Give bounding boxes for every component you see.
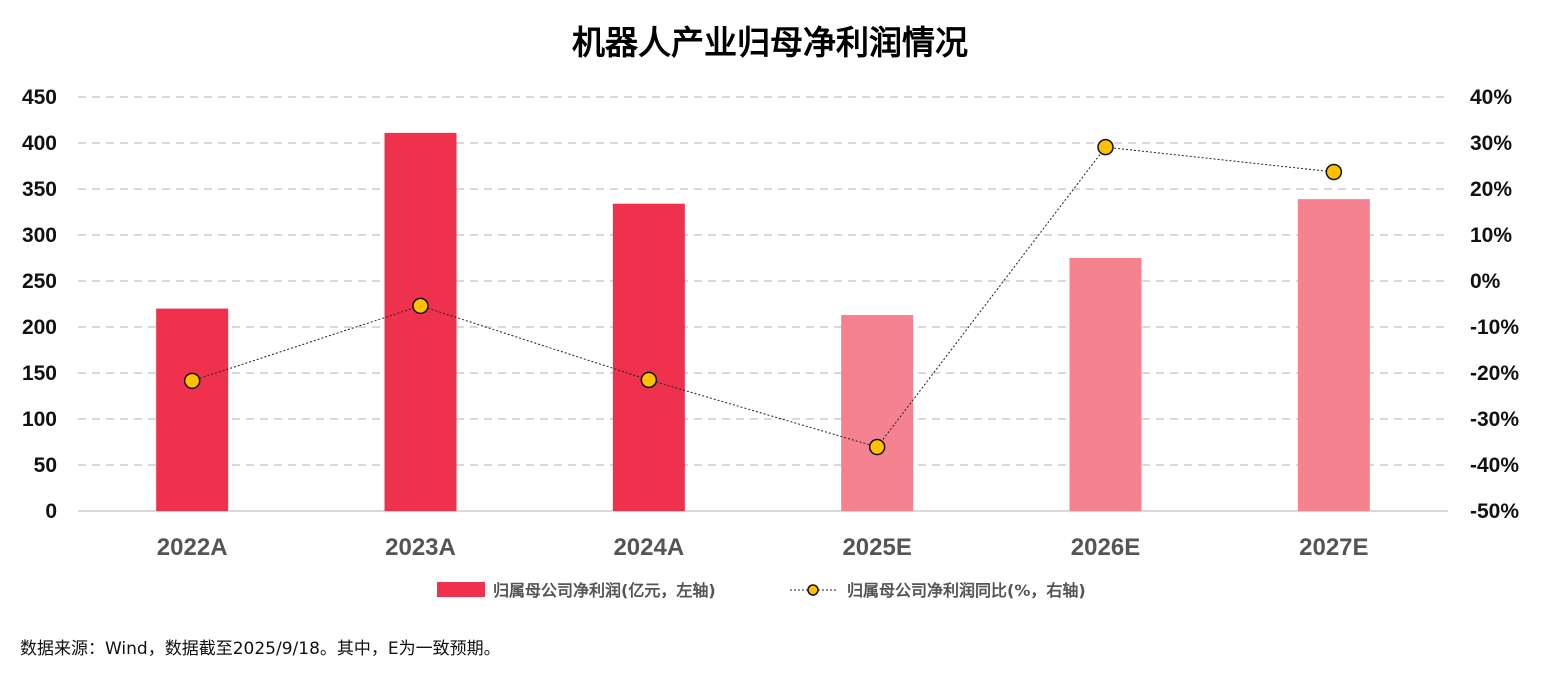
- legend-bar-swatch: [437, 582, 485, 597]
- left-tick-label: 0: [45, 500, 57, 523]
- left-tick-label: 400: [22, 132, 57, 155]
- legend-item-line: 归属母公司净利润同比(%，右轴): [790, 581, 1086, 600]
- left-tick-label: 200: [22, 316, 57, 339]
- right-tick-label: -40%: [1470, 454, 1519, 477]
- legend-bar-label: 归属母公司净利润(亿元，左轴): [493, 581, 716, 600]
- legend-item-bar: 归属母公司净利润(亿元，左轴): [437, 581, 716, 600]
- left-tick-label: 250: [22, 270, 57, 293]
- growth-line: [192, 146, 1334, 448]
- chart-title: 机器人产业归母净利润情况: [572, 23, 968, 62]
- line-point: [1325, 163, 1343, 181]
- line-point: [412, 297, 429, 315]
- x-tick-label: 2025E: [842, 534, 911, 561]
- x-tick-label: 2024A: [613, 534, 684, 561]
- right-axis: -50% -40% -30% -20% -10% 0% 10% 20% 30% 40%: [1470, 86, 1519, 523]
- gridlines: [78, 96, 1448, 512]
- right-tick-label: -20%: [1470, 362, 1519, 385]
- x-axis: 2022A 2023A 2024A 2025E 2026E 2027E: [157, 534, 1369, 561]
- left-tick-label: 350: [22, 178, 57, 201]
- right-tick-label: 10%: [1470, 224, 1512, 247]
- legend: 归属母公司净利润(亿元，左轴) 归属母公司净利润同比(%，右轴): [437, 581, 1086, 600]
- right-tick-label: 30%: [1470, 132, 1512, 155]
- bar-series: [156, 132, 1370, 511]
- legend-line-marker: [807, 584, 819, 596]
- bar: [1069, 258, 1142, 511]
- left-axis: 0 50 100 150 200 250 300 350 400 450: [22, 86, 57, 523]
- source-note: 数据来源：Wind，数据截至2025/9/18。其中，E为一致预期。: [20, 639, 501, 659]
- right-tick-label: -30%: [1470, 408, 1519, 431]
- right-tick-label: 40%: [1470, 86, 1512, 109]
- bar: [841, 315, 914, 511]
- left-tick-label: 300: [22, 224, 57, 247]
- bar: [612, 203, 685, 511]
- line-point: [868, 438, 886, 456]
- x-tick-label: 2023A: [385, 534, 456, 561]
- chart: 机器人产业归母净利润情况 0 50 100 150 200 250 300 350 400 450…: [22, 23, 1519, 600]
- line-point: [1097, 138, 1114, 156]
- x-tick-label: 2027E: [1299, 534, 1368, 561]
- bar: [156, 308, 229, 511]
- left-tick-label: 150: [22, 362, 57, 385]
- line-point: [640, 371, 658, 389]
- left-tick-label: 50: [34, 454, 57, 477]
- right-tick-label: -10%: [1470, 316, 1519, 339]
- bar: [384, 132, 457, 511]
- line-series: [183, 138, 1343, 456]
- legend-line-label: 归属母公司净利润同比(%，右轴): [847, 581, 1086, 600]
- x-tick-label: 2022A: [157, 534, 228, 561]
- bar: [1297, 199, 1370, 511]
- right-tick-label: 0%: [1470, 270, 1501, 293]
- right-tick-label: 20%: [1470, 178, 1512, 201]
- line-point: [183, 372, 201, 390]
- left-tick-label: 450: [22, 86, 57, 109]
- left-tick-label: 100: [22, 408, 57, 431]
- right-tick-label: -50%: [1470, 500, 1519, 523]
- x-tick-label: 2026E: [1071, 534, 1140, 561]
